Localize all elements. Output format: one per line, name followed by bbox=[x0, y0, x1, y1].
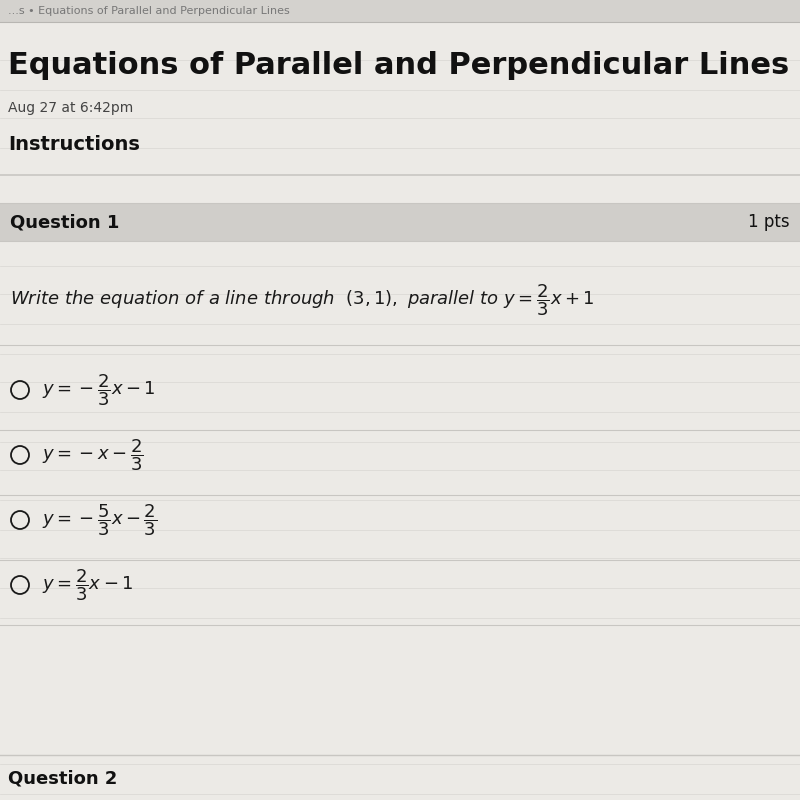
Bar bbox=[0, 203, 800, 241]
Bar bbox=[0, 625, 800, 755]
Text: Question 1: Question 1 bbox=[10, 213, 119, 231]
Text: $y = -\dfrac{5}{3}x - \dfrac{2}{3}$: $y = -\dfrac{5}{3}x - \dfrac{2}{3}$ bbox=[42, 502, 158, 538]
Text: Aug 27 at 6:42pm: Aug 27 at 6:42pm bbox=[8, 101, 134, 115]
Text: $y = \dfrac{2}{3}x - 1$: $y = \dfrac{2}{3}x - 1$ bbox=[42, 567, 134, 603]
Text: ...s • Equations of Parallel and Perpendicular Lines: ...s • Equations of Parallel and Perpend… bbox=[8, 6, 290, 16]
Bar bbox=[0, 175, 800, 203]
Text: $y = -x - \dfrac{2}{3}$: $y = -x - \dfrac{2}{3}$ bbox=[42, 437, 143, 473]
Text: Instructions: Instructions bbox=[8, 135, 140, 154]
Text: Question 2: Question 2 bbox=[8, 769, 118, 787]
Bar bbox=[0, 0, 800, 22]
Text: 1 pts: 1 pts bbox=[748, 213, 790, 231]
Text: $y = -\dfrac{2}{3}x - 1$: $y = -\dfrac{2}{3}x - 1$ bbox=[42, 372, 155, 408]
Text: $\mathit{Write\ the\ equation\ of\ a\ line\ through}$  $(3,1)$$\mathit{,\ parall: $\mathit{Write\ the\ equation\ of\ a\ li… bbox=[10, 282, 594, 318]
Text: Equations of Parallel and Perpendicular Lines: Equations of Parallel and Perpendicular … bbox=[8, 50, 790, 79]
